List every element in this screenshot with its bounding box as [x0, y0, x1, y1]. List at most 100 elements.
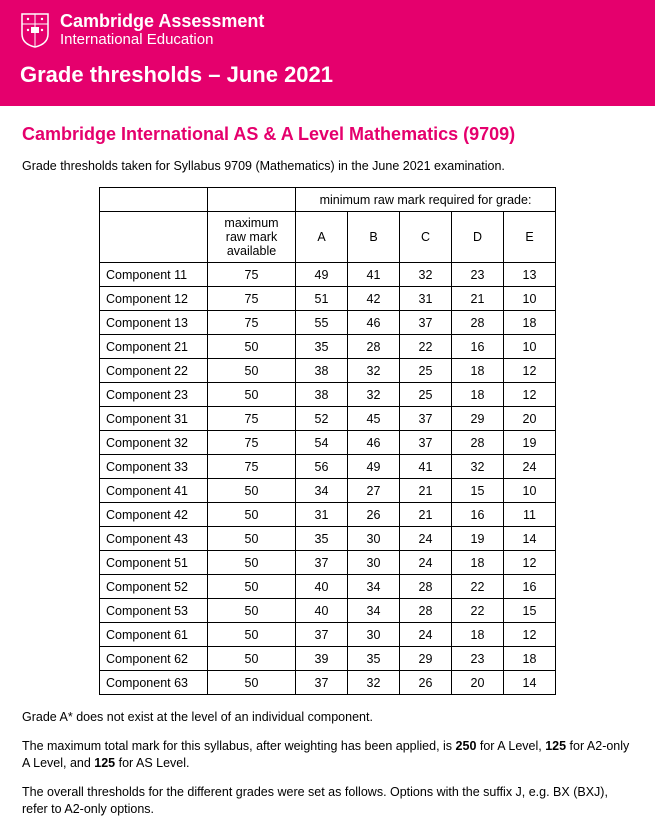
cell-grade: 38 — [296, 359, 348, 383]
cell-grade: 49 — [296, 263, 348, 287]
table-row: Component 32755446372819 — [100, 431, 556, 455]
cell-max: 50 — [208, 359, 296, 383]
th-max: maximum raw mark available — [208, 212, 296, 263]
cell-component: Component 63 — [100, 671, 208, 695]
cell-component: Component 52 — [100, 575, 208, 599]
cell-grade: 37 — [296, 623, 348, 647]
cell-component: Component 41 — [100, 479, 208, 503]
cell-grade: 22 — [400, 335, 452, 359]
cell-component: Component 12 — [100, 287, 208, 311]
cell-grade: 35 — [348, 647, 400, 671]
cell-grade: 12 — [504, 383, 556, 407]
table-row: Component 63503732262014 — [100, 671, 556, 695]
cell-max: 50 — [208, 527, 296, 551]
cell-grade: 22 — [452, 599, 504, 623]
cell-grade: 19 — [452, 527, 504, 551]
cell-grade: 28 — [452, 431, 504, 455]
table-row: Component 62503935292318 — [100, 647, 556, 671]
cell-component: Component 43 — [100, 527, 208, 551]
table-row: Component 23503832251812 — [100, 383, 556, 407]
cell-grade: 22 — [452, 575, 504, 599]
cell-grade: 32 — [348, 383, 400, 407]
cell-max: 75 — [208, 287, 296, 311]
cell-grade: 25 — [400, 383, 452, 407]
cell-grade: 46 — [348, 431, 400, 455]
cell-grade: 31 — [296, 503, 348, 527]
cell-grade: 18 — [452, 551, 504, 575]
th-blank-1 — [100, 188, 208, 212]
cell-grade: 15 — [452, 479, 504, 503]
cell-grade: 46 — [348, 311, 400, 335]
cell-grade: 35 — [296, 527, 348, 551]
cell-max: 75 — [208, 431, 296, 455]
cell-grade: 24 — [400, 551, 452, 575]
cell-grade: 10 — [504, 287, 556, 311]
cell-grade: 55 — [296, 311, 348, 335]
cell-grade: 38 — [296, 383, 348, 407]
cell-grade: 39 — [296, 647, 348, 671]
cell-component: Component 51 — [100, 551, 208, 575]
banner: Cambridge Assessment International Educa… — [0, 0, 655, 106]
table-row: Component 61503730241812 — [100, 623, 556, 647]
brand-line1: Cambridge Assessment — [60, 12, 264, 32]
th-grade-a: A — [296, 212, 348, 263]
cell-grade: 15 — [504, 599, 556, 623]
note-2-b1: 250 — [456, 739, 477, 753]
cell-grade: 40 — [296, 575, 348, 599]
cell-grade: 29 — [400, 647, 452, 671]
cell-grade: 52 — [296, 407, 348, 431]
cell-grade: 19 — [504, 431, 556, 455]
cell-grade: 25 — [400, 359, 452, 383]
cell-grade: 32 — [452, 455, 504, 479]
cell-grade: 32 — [348, 359, 400, 383]
cell-max: 75 — [208, 407, 296, 431]
cell-grade: 37 — [400, 407, 452, 431]
threshold-table-wrap: minimum raw mark required for grade: max… — [22, 187, 633, 695]
cell-grade: 51 — [296, 287, 348, 311]
cell-grade: 32 — [348, 671, 400, 695]
cell-max: 75 — [208, 311, 296, 335]
table-row: Component 41503427211510 — [100, 479, 556, 503]
note-2-post: for AS Level. — [115, 756, 189, 770]
cell-max: 50 — [208, 503, 296, 527]
cell-grade: 18 — [504, 311, 556, 335]
cell-grade: 42 — [348, 287, 400, 311]
cell-max: 50 — [208, 599, 296, 623]
cell-grade: 23 — [452, 263, 504, 287]
table-row: Component 21503528221610 — [100, 335, 556, 359]
cell-max: 75 — [208, 263, 296, 287]
cell-max: 50 — [208, 551, 296, 575]
cell-grade: 12 — [504, 623, 556, 647]
cell-grade: 18 — [452, 623, 504, 647]
cell-grade: 37 — [296, 551, 348, 575]
th-grade-d: D — [452, 212, 504, 263]
cell-grade: 41 — [400, 455, 452, 479]
note-2: The maximum total mark for this syllabus… — [22, 738, 633, 772]
cell-grade: 10 — [504, 335, 556, 359]
table-row: Component 11754941322313 — [100, 263, 556, 287]
cell-component: Component 42 — [100, 503, 208, 527]
cell-grade: 14 — [504, 527, 556, 551]
table-row: Component 31755245372920 — [100, 407, 556, 431]
note-2-b3: 125 — [94, 756, 115, 770]
th-grade-b: B — [348, 212, 400, 263]
cell-grade: 14 — [504, 671, 556, 695]
cell-grade: 20 — [452, 671, 504, 695]
cell-grade: 21 — [400, 479, 452, 503]
note-1: Grade A* does not exist at the level of … — [22, 709, 633, 726]
cell-grade: 41 — [348, 263, 400, 287]
cell-component: Component 13 — [100, 311, 208, 335]
cell-grade: 16 — [452, 503, 504, 527]
cell-grade: 24 — [400, 527, 452, 551]
cell-component: Component 31 — [100, 407, 208, 431]
cell-component: Component 22 — [100, 359, 208, 383]
note-2-b2: 125 — [545, 739, 566, 753]
cell-component: Component 62 — [100, 647, 208, 671]
banner-title: Grade thresholds – June 2021 — [20, 62, 635, 88]
content: Cambridge International AS & A Level Mat… — [0, 106, 655, 839]
subject-title: Cambridge International AS & A Level Mat… — [22, 124, 633, 145]
cell-grade: 12 — [504, 551, 556, 575]
table-row: Component 33755649413224 — [100, 455, 556, 479]
cell-max: 50 — [208, 671, 296, 695]
cell-max: 50 — [208, 479, 296, 503]
